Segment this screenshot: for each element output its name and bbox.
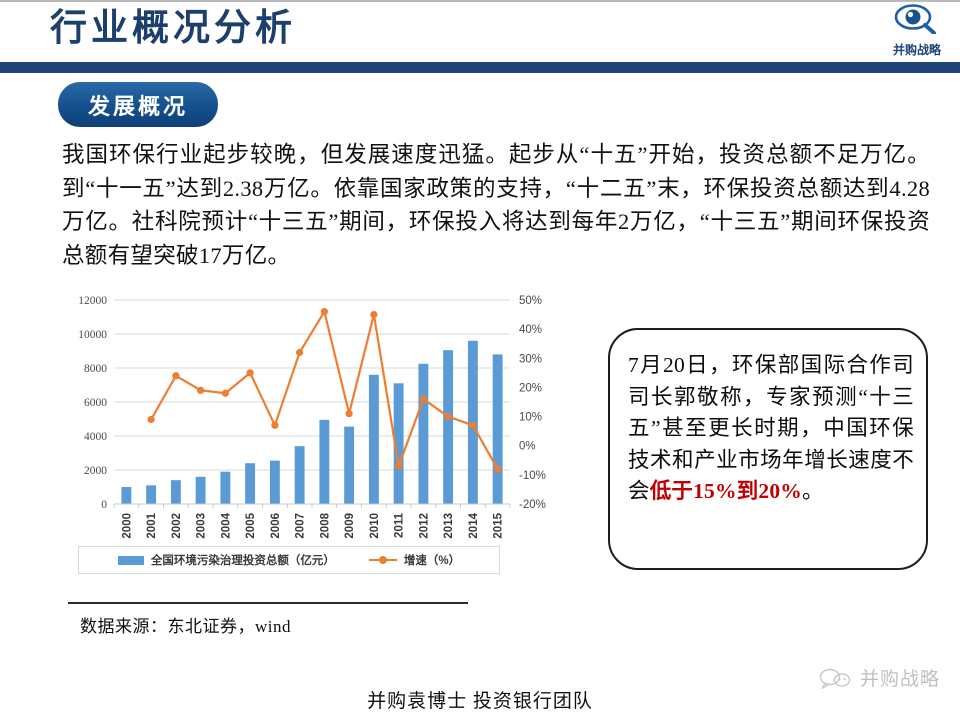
title-divider [0,62,960,73]
watermark-label: 并购战略 [859,669,940,690]
chart-point [296,348,304,357]
chart-xtick: 2009 [344,513,356,539]
source-divider [68,602,468,604]
svg-text:50%: 50% [519,295,542,307]
chat-bubble-icon [819,668,851,689]
chart-xtick: 2002 [171,513,183,539]
chart-canvas: 0 2000 4000 6000 8000 10000 12000 -20% -10% 0% 10%… [78,295,546,539]
callout-highlight: 低于15%到20% [649,479,803,503]
brand-logo-caption: 并购战略 [892,43,941,57]
chart-xtick: 2003 [196,513,208,539]
svg-text:0: 0 [101,499,107,511]
chart-point [172,372,180,380]
chart-bar [146,485,157,504]
chart-bar [121,487,132,504]
chart-bar [220,471,231,504]
svg-text:4000: 4000 [84,431,107,443]
callout-text-before: 7月20日，环保部国际合作司司长郭敬称，专家预测“十三五”甚至更长时期，中国环保… [628,353,914,503]
chart-bar [319,419,330,504]
chart-bar [269,460,280,504]
chart-point [419,395,427,403]
brand-logo: 并购战略 [880,2,954,68]
svg-text:30%: 30% [519,353,542,365]
chart-xtick: 2010 [369,513,381,539]
callout-text: 7月20日，环保部国际合作司司长郭敬称，专家预测“十三五”甚至更长时期，中国环保… [628,350,914,508]
chart-point [370,310,378,319]
footer-watermark: 并购战略 [819,664,940,691]
chart-xtick: 2006 [270,513,282,539]
callout-box: 7月20日，环保部国际合作司司长郭敬称，专家预测“十三五”甚至更长时期，中国环保… [608,328,928,570]
footer-credit: 并购袁博士 投资银行团队 [367,691,593,712]
chart-bar [195,476,206,504]
chart-point [395,462,403,470]
svg-text:2000: 2000 [84,465,107,477]
chart-point [271,421,279,429]
legend-label-line: 增速（%） [403,555,461,567]
source-note: 数据来源：东北证券，wind [80,617,291,636]
legend-bar-swatch-icon [117,555,144,565]
chart-point [221,389,229,397]
svg-text:10000: 10000 [78,329,107,341]
svg-text:8000: 8000 [84,363,107,375]
chart-xtick: 2015 [493,512,505,538]
legend-label-bars: 全国环境污染治理投资总额（亿元） [150,555,335,567]
legend-item-bars: 全国环境污染治理投资总额（亿元） [117,552,335,568]
chart-point [197,386,205,394]
chart-point [494,465,502,473]
chart-bar [443,350,454,504]
chart-bar [492,354,503,504]
chart-bar [294,446,305,504]
section-badge[interactable]: 发展概况 [58,82,218,127]
svg-text:20%: 20% [519,382,542,394]
chart-bar [393,383,404,504]
chart-bar [368,374,379,504]
body-paragraph: 我国环保行业起步较晚，但发展速度迅猛。起步从“十五”开始，投资总额不足万亿。到“… [62,142,930,268]
chart-point [444,412,452,421]
chart-legend: 全国环境污染治理投资总额（亿元） 增速（%） [78,546,500,574]
investment-growth-chart: 0 2000 4000 6000 8000 10000 12000 -20% -10% 0% 10%… [62,292,562,592]
legend-item-line: 增速（%） [368,552,461,568]
chart-xtick: 2012 [418,513,430,539]
chart-bar [170,480,181,504]
legend-line-swatch-icon [368,555,397,565]
callout-text-after: 。 [802,479,824,503]
svg-text:6000: 6000 [84,397,107,409]
chart-point [147,415,155,424]
eye-magnifier-icon [894,4,936,34]
svg-text:-10%: -10% [519,470,546,482]
chart-bar [344,426,355,504]
svg-text:40%: 40% [519,324,542,336]
svg-text:0%: 0% [519,441,536,453]
chart-point [246,369,254,377]
chart-point [469,421,477,429]
chart-bar [418,363,429,504]
chart-xtick: 2001 [146,512,158,538]
top-hairline [0,0,960,2]
chart-point [345,410,353,418]
chart-xtick: 2000 [121,513,133,539]
chart-xtick: 2004 [220,512,232,538]
chart-point [320,308,328,316]
chart-xtick: 2008 [319,512,331,538]
chart-xtick: 2014 [468,512,480,538]
svg-text:-20%: -20% [519,499,546,511]
chart-xtick: 2005 [245,512,257,538]
chart-xtick: 2013 [443,513,455,539]
svg-text:10%: 10% [519,412,542,424]
svg-text:12000: 12000 [78,295,107,307]
chart-xtick: 2011 [394,512,406,538]
chart-bar [245,463,256,504]
page-title: 行业概况分析 [50,8,296,49]
chart-xtick: 2007 [295,513,307,539]
